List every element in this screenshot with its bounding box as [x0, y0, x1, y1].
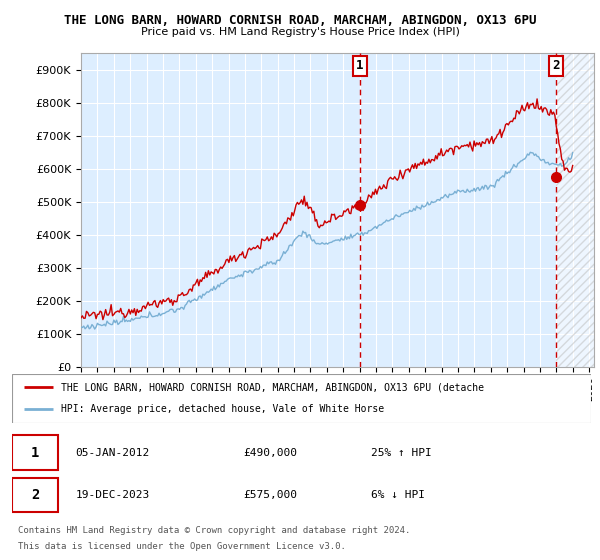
Text: 2: 2	[552, 59, 559, 72]
Text: 1: 1	[31, 446, 40, 460]
Text: £575,000: £575,000	[244, 490, 298, 500]
Text: HPI: Average price, detached house, Vale of White Horse: HPI: Average price, detached house, Vale…	[61, 404, 385, 414]
Text: 25% ↑ HPI: 25% ↑ HPI	[371, 447, 432, 458]
Text: 19-DEC-2023: 19-DEC-2023	[76, 490, 150, 500]
Text: 05-JAN-2012: 05-JAN-2012	[76, 447, 150, 458]
Text: THE LONG BARN, HOWARD CORNISH ROAD, MARCHAM, ABINGDON, OX13 6PU: THE LONG BARN, HOWARD CORNISH ROAD, MARC…	[64, 14, 536, 27]
Text: 6% ↓ HPI: 6% ↓ HPI	[371, 490, 425, 500]
FancyBboxPatch shape	[12, 435, 58, 470]
Text: Price paid vs. HM Land Registry's House Price Index (HPI): Price paid vs. HM Land Registry's House …	[140, 27, 460, 37]
Text: This data is licensed under the Open Government Licence v3.0.: This data is licensed under the Open Gov…	[18, 542, 346, 550]
FancyBboxPatch shape	[12, 478, 58, 512]
FancyBboxPatch shape	[12, 374, 591, 423]
Text: 2: 2	[31, 488, 40, 502]
Text: 1: 1	[356, 59, 364, 72]
Text: THE LONG BARN, HOWARD CORNISH ROAD, MARCHAM, ABINGDON, OX13 6PU (detache: THE LONG BARN, HOWARD CORNISH ROAD, MARC…	[61, 382, 484, 393]
Text: Contains HM Land Registry data © Crown copyright and database right 2024.: Contains HM Land Registry data © Crown c…	[18, 526, 410, 535]
Bar	[556, 53, 594, 367]
Text: £490,000: £490,000	[244, 447, 298, 458]
